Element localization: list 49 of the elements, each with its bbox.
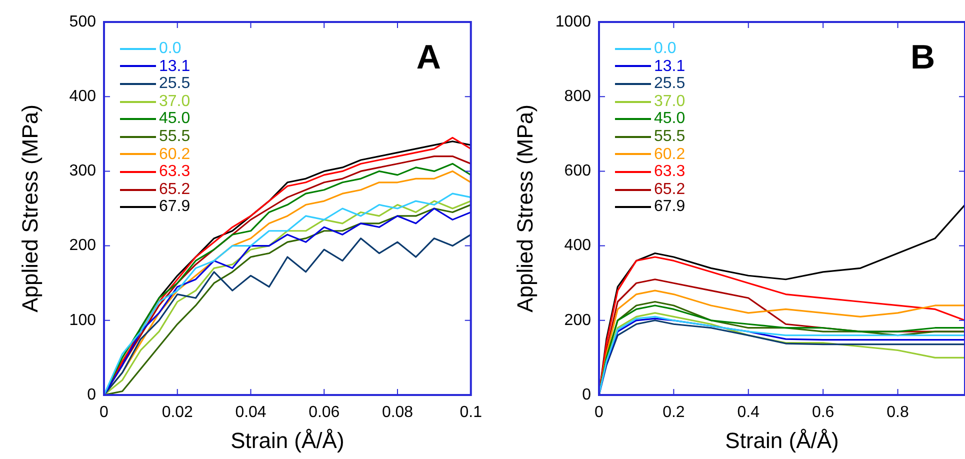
x-tick-label: 0.04 — [235, 404, 266, 422]
annotation: B — [910, 38, 935, 76]
y-tick-label: 1000 — [555, 13, 592, 30]
legend-label: 55.5 — [159, 128, 190, 146]
x-tick-label: 0.02 — [162, 404, 194, 422]
y-tick-label: 0 — [87, 386, 96, 404]
y-tick-label: 400 — [69, 88, 96, 106]
y-tick-label: 200 — [69, 237, 96, 254]
legend-label: 25.5 — [159, 75, 190, 93]
legend-label: 65.2 — [159, 180, 190, 198]
x-tick-label: 0.8 — [886, 404, 909, 422]
x-tick-label: 0.08 — [382, 404, 414, 422]
legend-label: 67.9 — [159, 198, 190, 216]
legend-label: 13.1 — [654, 58, 686, 76]
legend-label: 13.1 — [159, 58, 190, 76]
legend-label: 67.9 — [654, 198, 686, 216]
legend-label: 0.0 — [654, 40, 676, 58]
x-tick-label: 0 — [100, 404, 109, 422]
y-tick-label: 500 — [69, 13, 96, 30]
legend-label: 63.3 — [159, 163, 190, 181]
y-axis-title: Applied Stress (MPa) — [17, 104, 42, 312]
y-tick-label: 600 — [564, 162, 592, 180]
y-tick-label: 100 — [69, 312, 96, 329]
x-tick-label: 0 — [594, 404, 604, 422]
legend-label: 60.2 — [159, 146, 190, 164]
y-axis-title: Applied Stress (MPa) — [512, 104, 538, 312]
legend-label: 45.0 — [654, 110, 686, 128]
y-tick-label: 0 — [582, 386, 592, 404]
y-tick-label: 200 — [564, 312, 592, 329]
y-tick-label: 800 — [564, 88, 592, 106]
x-axis-title: Strain (Å/Å) — [725, 428, 839, 453]
x-tick-label: 0.6 — [812, 404, 834, 422]
x-tick-label: 0.1 — [460, 404, 482, 422]
legend-label: 37.0 — [654, 92, 686, 110]
legend-label: 60.2 — [654, 146, 686, 164]
legend-label: 45.0 — [159, 110, 190, 128]
x-tick-label: 0.2 — [662, 404, 685, 422]
x-tick-label: 0.4 — [737, 404, 760, 422]
x-tick-label: 0.06 — [308, 404, 340, 422]
legend-label: 55.5 — [654, 128, 686, 146]
legend-label: 63.3 — [654, 163, 686, 181]
legend-label: 37.0 — [159, 92, 190, 110]
legend-label: 65.2 — [654, 180, 686, 198]
legend-label: 0.0 — [159, 40, 182, 58]
y-tick-label: 400 — [564, 237, 592, 254]
annotation: A — [416, 38, 441, 76]
y-tick-label: 300 — [69, 162, 96, 180]
legend-label: 25.5 — [654, 75, 686, 93]
x-axis-title: Strain (Å/Å) — [230, 428, 344, 453]
